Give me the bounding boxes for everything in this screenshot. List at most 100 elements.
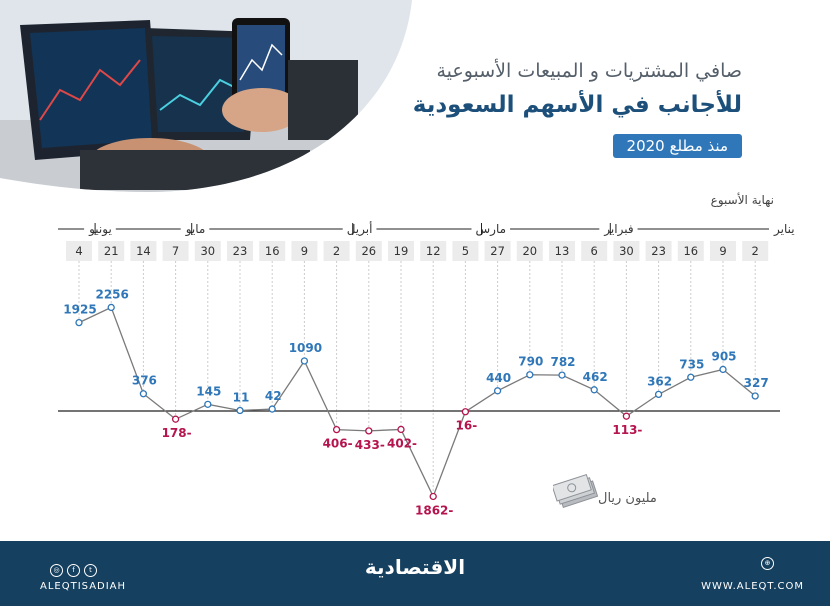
- data-label: 11: [233, 390, 250, 404]
- week-label: 9: [719, 244, 726, 258]
- data-label: 2256: [95, 287, 128, 301]
- data-point: [397, 425, 405, 434]
- week-box: [227, 241, 253, 261]
- data-label: 905: [711, 349, 736, 363]
- week-box: [130, 241, 157, 261]
- week-label: 7: [172, 244, 179, 258]
- data-point: [493, 387, 502, 395]
- week-box: [420, 241, 447, 261]
- social-icons: ◎ f t: [50, 557, 101, 577]
- data-point: [365, 427, 373, 435]
- data-point: [558, 371, 566, 379]
- week-label: 23: [233, 244, 248, 258]
- data-point: [654, 390, 663, 399]
- footer-bar: ◎ f t ALEQTISADIAH الاقتصادية ⊕ WWW.ALEQT.…: [0, 541, 830, 606]
- month-label: يونيو: [88, 222, 112, 237]
- globe-icon: ⊕: [761, 557, 774, 570]
- social-handle[interactable]: ALEQTISADIAH: [40, 581, 127, 592]
- data-label: 145: [196, 384, 221, 398]
- week-label: 2: [752, 244, 759, 258]
- data-label: 790: [518, 355, 543, 369]
- week-box: [194, 241, 221, 261]
- data-label: 42: [265, 389, 282, 403]
- week-box: [66, 241, 92, 261]
- week-label: 14: [136, 244, 151, 258]
- data-label: 362: [647, 374, 672, 388]
- data-label: 1090: [289, 341, 322, 355]
- data-point: [622, 412, 631, 420]
- data-label: 462: [583, 370, 608, 384]
- month-label: مارس: [476, 222, 507, 237]
- week-box: [677, 241, 704, 261]
- week-label: 23: [651, 244, 666, 258]
- week-label: 9: [301, 244, 308, 258]
- week-label: 26: [361, 244, 376, 258]
- twitter-icon[interactable]: t: [84, 564, 97, 577]
- trading-photo: [0, 0, 412, 192]
- week-label: 5: [462, 244, 469, 258]
- data-point: [139, 390, 148, 398]
- data-point: [268, 405, 276, 413]
- data-point: [236, 406, 244, 415]
- data-label: 782: [550, 355, 575, 369]
- week-box: [98, 241, 125, 261]
- week-box: [259, 241, 286, 261]
- data-point: [300, 357, 309, 365]
- data-point: [204, 400, 212, 408]
- data-point: [687, 373, 695, 381]
- week-box: [742, 241, 769, 261]
- week-label: 20: [522, 244, 537, 258]
- week-label: 30: [619, 244, 634, 258]
- week-label: 16: [683, 244, 698, 258]
- week-box: [484, 241, 511, 261]
- chart-title-line1: صافي المشتريات و المبيعات الأسبوعية: [436, 60, 742, 82]
- data-label: 376: [132, 374, 157, 388]
- week-label: 13: [555, 244, 570, 258]
- month-label-bg: [180, 221, 210, 238]
- week-label: 12: [426, 244, 441, 258]
- month-label: أبريل: [347, 221, 373, 237]
- data-label: 440: [486, 371, 511, 385]
- data-point: [107, 303, 115, 312]
- week-box: [581, 241, 608, 261]
- week-box: [549, 241, 575, 261]
- data-label: 735: [679, 357, 704, 371]
- data-point: [171, 415, 180, 423]
- facebook-icon[interactable]: f: [67, 564, 80, 577]
- month-label-bg: [342, 220, 377, 238]
- line-chart: يونيو مايو أبريل مارس فبراير يناير 4 2 1 1 4 7 30 23 1…: [58, 220, 799, 517]
- data-point: [526, 371, 534, 379]
- instagram-icon[interactable]: ◎: [50, 564, 63, 577]
- week-box: [645, 241, 672, 261]
- data-label: 1925: [63, 303, 96, 317]
- data-point: [75, 318, 83, 327]
- month-label: فبراير: [603, 222, 633, 237]
- week-box: [388, 241, 414, 261]
- data-point: [332, 425, 341, 434]
- data-label: 1862-: [415, 503, 453, 517]
- week-box: [710, 241, 736, 261]
- data-label: 113-: [612, 423, 642, 437]
- data-label: 178-: [162, 426, 192, 440]
- week-box: [355, 241, 382, 261]
- data-point: [751, 392, 759, 400]
- data-label: 406-: [323, 437, 353, 451]
- week-box: [452, 241, 479, 261]
- website-link[interactable]: WWW.ALEQT.COM: [701, 581, 804, 592]
- week-label: 30: [200, 244, 215, 258]
- month-label-bg: [599, 221, 638, 238]
- data-point: [429, 492, 437, 501]
- week-box: [613, 241, 640, 261]
- week-label: 27: [490, 244, 505, 258]
- series-line: [78, 306, 756, 499]
- week-label: 16: [265, 244, 280, 258]
- month-label-bg: [769, 221, 799, 238]
- month-label-bg: [84, 221, 116, 238]
- data-label: 402-: [387, 436, 417, 450]
- week-label: 4: [75, 244, 82, 258]
- week-box: [323, 241, 350, 261]
- data-label: 433-: [355, 438, 385, 452]
- month-label: مايو: [185, 222, 206, 237]
- chart-title-line2: للأجانب في الأسهم السعودية: [412, 92, 742, 118]
- month-label: يناير: [773, 222, 795, 237]
